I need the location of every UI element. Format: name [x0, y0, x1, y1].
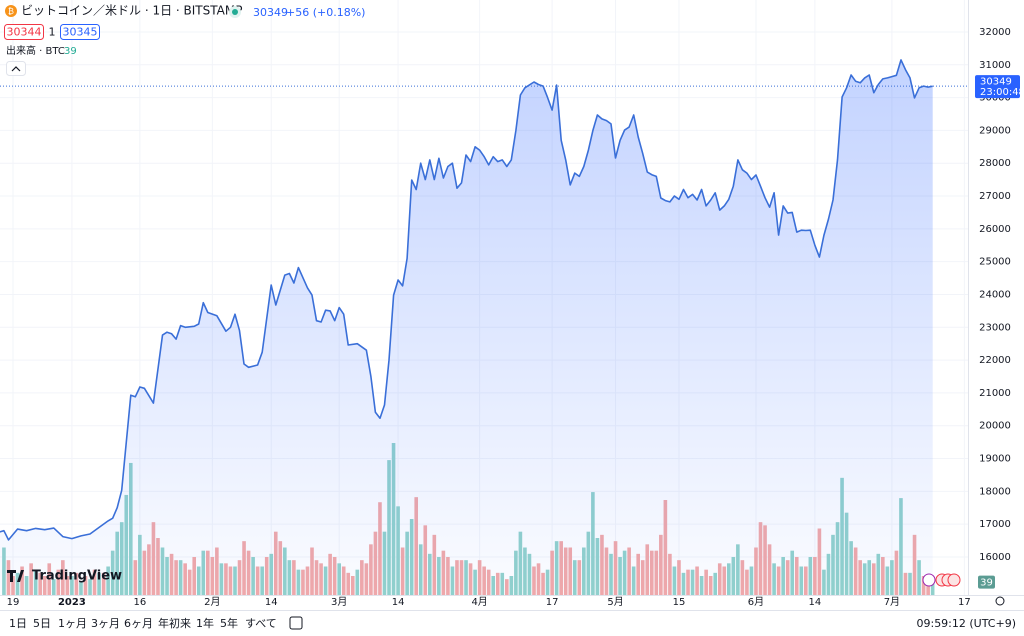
y-tick-label: 25000	[979, 257, 1011, 268]
y-tick-label: 17000	[979, 519, 1011, 530]
y-tick-label: 18000	[979, 486, 1011, 497]
x-tick-label: 17	[546, 597, 559, 608]
y-tick-label: 16000	[979, 552, 1011, 563]
clock: 09:59:12 (UTC+9)	[916, 617, 1016, 630]
header: ₿ ビットコイン／米ドル · 1日 · BITSTAMP 30349 +56 (…	[4, 4, 365, 76]
x-tick-label: 3月	[331, 596, 347, 608]
x-tick-label: 5月	[607, 596, 623, 608]
x-tick-label: 14	[392, 597, 405, 608]
x-tick-label: 14	[809, 597, 822, 608]
x-tick-label: 7月	[884, 596, 900, 608]
volume-label-box	[978, 575, 995, 589]
range-buttons: 1日 5日 1ヶ月 3ヶ月 6ヶ月 年初来 1年 5年 すべて	[9, 616, 277, 630]
y-tick-label: 21000	[979, 388, 1011, 399]
y-tick-label: 29000	[979, 125, 1011, 136]
y-tick-label: 26000	[979, 224, 1011, 235]
logo-text: TradingView	[32, 569, 122, 584]
bid[interactable]: 30344	[7, 26, 42, 39]
logo-mark	[7, 570, 24, 582]
calendar-icon[interactable]	[289, 616, 303, 630]
ask-box[interactable]	[60, 24, 100, 40]
range-button[interactable]: 3ヶ月	[91, 617, 120, 630]
y-tick-label: 31000	[979, 60, 1011, 71]
y-tick-label: 24000	[979, 289, 1011, 300]
x-tick-label: 14	[265, 597, 278, 608]
x-tick-label: 2月	[204, 596, 220, 608]
x-tick-label: 4月	[471, 596, 487, 608]
range-button[interactable]: 1日	[9, 617, 27, 630]
last-price-time: 23:00:48	[980, 87, 1024, 98]
x-tick-label: 19	[7, 597, 20, 608]
last-price-label: 30349	[980, 77, 1012, 88]
axes: 16000 17000 18000 19000 20000 21000 22000 23000…	[0, 0, 1024, 608]
y-tick-label: 22000	[979, 355, 1011, 366]
btc-icon	[5, 5, 17, 17]
volume-title: 出来高 · BTC	[6, 44, 65, 57]
event-icon[interactable]	[947, 573, 961, 587]
settings-icon[interactable]	[995, 596, 1005, 606]
status-dot	[232, 9, 238, 15]
collapse-button[interactable]	[6, 61, 26, 76]
y-tick-label: 32000	[979, 27, 1011, 38]
price-pane	[0, 59, 968, 595]
y-tick-label: 28000	[979, 158, 1011, 169]
volume-value: 39	[64, 46, 77, 57]
y-tick-label: 19000	[979, 454, 1011, 465]
volume-label: 39	[980, 578, 993, 589]
y-tick-label: 20000	[979, 421, 1011, 432]
range-button[interactable]: 1年	[196, 616, 214, 630]
y-tick-label: 27000	[979, 191, 1011, 202]
logo: TradingView	[7, 569, 122, 584]
symbol-title: ビットコイン／米ドル · 1日 · BITSTAMP	[21, 4, 242, 18]
range-button[interactable]: 6ヶ月	[124, 617, 153, 630]
bid-box[interactable]	[4, 24, 44, 40]
event-icon[interactable]	[922, 573, 936, 587]
price-line	[0, 59, 933, 541]
range-button[interactable]: 年初来	[158, 616, 191, 630]
btc-glyph: ₿	[8, 7, 14, 16]
ask[interactable]: 30345	[63, 26, 98, 39]
x-tick-label: 15	[673, 597, 686, 608]
range-button[interactable]: 1ヶ月	[58, 617, 87, 630]
events	[922, 573, 961, 587]
x-tick-label: 6月	[748, 596, 764, 608]
x-tick-label: 2023	[58, 597, 86, 608]
range-button[interactable]: すべて	[245, 617, 277, 630]
range-button[interactable]: 5年	[220, 616, 238, 630]
area	[0, 59, 933, 595]
spread: 1	[49, 26, 56, 39]
header-price: 30349	[253, 6, 288, 19]
header-change: +56 (+0.18%)	[286, 6, 365, 19]
range-button[interactable]: 5日	[33, 617, 51, 630]
x-tick-label: 16	[133, 597, 146, 608]
last-price-box	[975, 75, 1020, 99]
y-tick-label: 23000	[979, 322, 1011, 333]
collapse-icon	[11, 66, 21, 72]
x-tick-label: 17	[958, 597, 971, 608]
